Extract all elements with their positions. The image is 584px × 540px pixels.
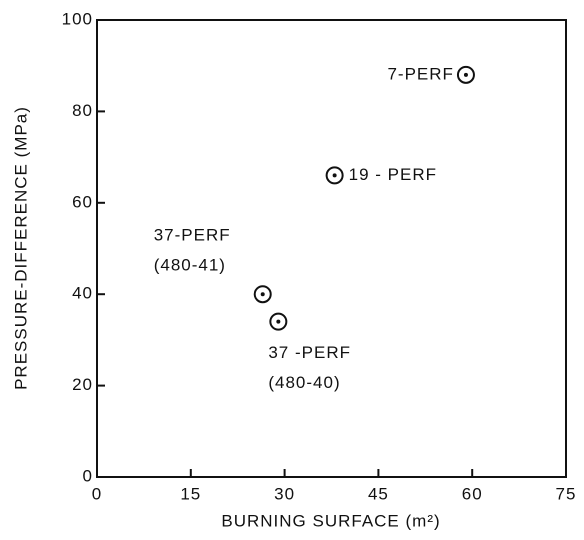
y-tick-label: 60 bbox=[72, 192, 93, 211]
x-tick-label: 15 bbox=[180, 484, 201, 503]
x-tick-label: 30 bbox=[274, 484, 295, 503]
point-label: 19 - PERF bbox=[349, 165, 437, 184]
y-axis-label: PRESSURE-DIFFERENCE (MPa) bbox=[11, 106, 30, 390]
point bbox=[253, 285, 272, 304]
y-tick-label: 20 bbox=[72, 375, 93, 394]
point bbox=[456, 65, 475, 84]
x-tick-label: 45 bbox=[368, 484, 389, 503]
point-label: 7-PERF bbox=[387, 64, 453, 83]
point-label: 37-PERF bbox=[154, 226, 231, 245]
plot-frame bbox=[96, 19, 567, 478]
y-tick-label: 40 bbox=[72, 284, 93, 303]
point-dot bbox=[260, 292, 265, 297]
point bbox=[325, 166, 344, 185]
x-axis-label: BURNING SURFACE (m²) bbox=[221, 511, 440, 530]
x-tick-label: 60 bbox=[462, 484, 483, 503]
y-tick-label: 100 bbox=[62, 9, 93, 28]
x-tick-label: 0 bbox=[92, 484, 102, 503]
point-label: (480-41) bbox=[154, 256, 226, 275]
point-label: (480-40) bbox=[268, 373, 340, 392]
x-tick-label: 75 bbox=[556, 484, 577, 503]
point-label: 37 -PERF bbox=[268, 343, 351, 362]
y-tick-label: 0 bbox=[83, 466, 93, 485]
point-dot bbox=[276, 319, 281, 324]
point-dot bbox=[332, 173, 337, 178]
point bbox=[269, 312, 288, 331]
point-dot bbox=[463, 72, 468, 77]
y-tick-label: 80 bbox=[72, 101, 93, 120]
